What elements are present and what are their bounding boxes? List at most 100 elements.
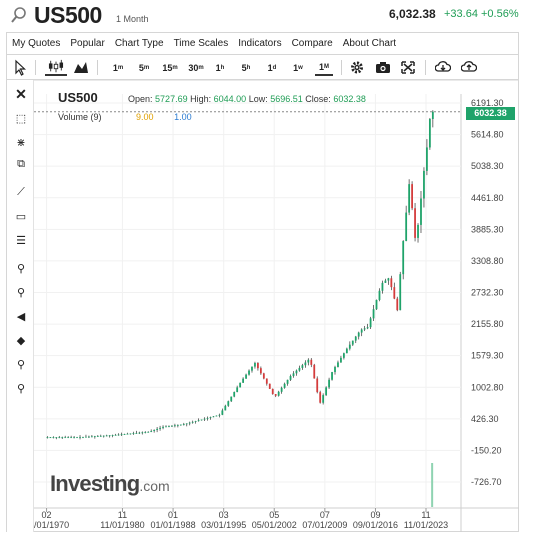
toolbar-divider bbox=[425, 60, 426, 75]
trend-line-icon[interactable]: ⟋ bbox=[17, 185, 25, 198]
price-plot bbox=[34, 110, 461, 507]
candle-body bbox=[209, 417, 212, 418]
menu-time-scales[interactable]: Time Scales bbox=[173, 38, 229, 49]
timeframe-label: 1 bbox=[112, 62, 118, 73]
timeframe-30m[interactable]: 30 m bbox=[187, 59, 205, 76]
candle-body bbox=[239, 382, 242, 388]
close-label: Close: bbox=[305, 94, 331, 104]
timeframe-label: 1 bbox=[215, 62, 221, 73]
candle-body bbox=[417, 224, 419, 238]
candle-body bbox=[165, 426, 167, 428]
fullscreen-icon[interactable] bbox=[401, 59, 415, 76]
candle-body bbox=[420, 198, 422, 225]
candle-body bbox=[316, 378, 319, 393]
chart-canvas[interactable]: 6191.30 5614.80 5038.30 4461.80 3885.30 3308.… bbox=[34, 80, 519, 532]
candle-body bbox=[67, 437, 70, 439]
candle-body bbox=[348, 344, 351, 349]
candle-body bbox=[289, 376, 292, 380]
menu-chart-type[interactable]: Chart Type bbox=[114, 38, 164, 49]
candle-body bbox=[117, 434, 120, 436]
candle-body bbox=[396, 298, 399, 311]
candlestick-chart-icon[interactable] bbox=[45, 59, 67, 76]
fibonacci-icon[interactable]: ☰ bbox=[16, 234, 26, 247]
y-tick-label: 3308.80 bbox=[471, 256, 504, 266]
candle-body bbox=[310, 359, 313, 365]
menu-my-quotes[interactable]: My Quotes bbox=[12, 38, 61, 49]
candle-body bbox=[203, 418, 206, 420]
zoom-out-icon[interactable]: ⚲ bbox=[16, 286, 26, 299]
candle-body bbox=[227, 401, 230, 406]
close-value: 6032.38 bbox=[333, 94, 366, 104]
candle-body bbox=[76, 437, 78, 439]
candle-body bbox=[268, 383, 271, 389]
volume-readout: Volume (9) 9.00 1.00 bbox=[58, 112, 192, 122]
layers-icon[interactable]: ⧉ bbox=[17, 157, 25, 170]
x-tick-label-bottom: 11/01/2023 bbox=[404, 520, 448, 530]
scroll-left-icon[interactable]: ◀ bbox=[16, 310, 26, 323]
timeframe-unit: d bbox=[272, 64, 277, 71]
candle-body bbox=[64, 437, 67, 439]
cursor-icon[interactable] bbox=[13, 59, 27, 76]
menu-popular[interactable]: Popular bbox=[70, 38, 105, 49]
y-tick-label: -150.20 bbox=[471, 445, 502, 455]
x-tick-label-top: 07 bbox=[320, 510, 330, 520]
candle-body bbox=[393, 287, 396, 299]
cloud-download-icon[interactable] bbox=[435, 59, 451, 76]
x-tick-label-bottom: 05/01/2002 bbox=[252, 520, 297, 530]
candle-body bbox=[138, 432, 141, 434]
candle-body bbox=[390, 278, 393, 288]
menu-about-chart[interactable]: About Chart bbox=[342, 38, 397, 49]
candle-body bbox=[144, 432, 147, 433]
open-value: 5727.69 bbox=[155, 94, 188, 104]
toolbar-divider bbox=[35, 60, 36, 75]
price-chart[interactable]: 6191.30 5614.80 5038.30 4461.80 3885.30 3308.… bbox=[34, 80, 519, 532]
x-tick-label-top: 05 bbox=[269, 510, 279, 520]
clear-drawings-icon[interactable]: ⬚ bbox=[15, 112, 27, 125]
x-tick-label-top: 11 bbox=[118, 510, 127, 520]
cloud-upload-icon[interactable] bbox=[461, 59, 477, 76]
candle-body bbox=[96, 436, 99, 437]
candle-body bbox=[82, 436, 84, 438]
candle-body bbox=[257, 362, 259, 369]
candle-body bbox=[277, 391, 280, 396]
candle-body bbox=[313, 364, 316, 379]
x-tick-label-top: 09 bbox=[370, 510, 380, 520]
timeframe-label: 15 bbox=[162, 62, 173, 73]
y-tick-label: 426.30 bbox=[471, 414, 499, 424]
scroll-right-icon[interactable]: ◆ bbox=[16, 334, 26, 347]
watermark-brand: Investing bbox=[50, 471, 140, 496]
timeframe-unit: w bbox=[298, 64, 303, 71]
search-icon[interactable] bbox=[10, 6, 28, 24]
menu-compare[interactable]: Compare bbox=[291, 38, 333, 49]
candle-body bbox=[182, 424, 185, 425]
area-chart-icon[interactable] bbox=[73, 59, 89, 76]
rectangle-icon[interactable]: ▭ bbox=[15, 210, 27, 223]
zoom-in-icon[interactable]: ⚲ bbox=[16, 262, 26, 275]
magnet-icon[interactable]: ⋇ bbox=[16, 136, 26, 149]
candle-body bbox=[405, 212, 408, 242]
candle-body bbox=[423, 170, 425, 199]
candle-body bbox=[135, 432, 138, 434]
candle-body bbox=[372, 309, 375, 319]
reset-zoom-icon[interactable]: ⚲ bbox=[16, 382, 26, 395]
camera-icon[interactable] bbox=[375, 59, 391, 76]
y-axis: 6191.30 5614.80 5038.30 4461.80 3885.30 3308.… bbox=[471, 98, 504, 487]
y-tick-label: 6191.30 bbox=[471, 98, 504, 108]
candle-body bbox=[328, 379, 330, 388]
candle-body bbox=[280, 387, 283, 392]
gear-icon[interactable] bbox=[349, 59, 365, 76]
timeframe-unit: M bbox=[324, 63, 329, 70]
candle-body bbox=[159, 427, 161, 429]
close-icon[interactable]: ✕ bbox=[15, 85, 27, 102]
menu-indicators[interactable]: Indicators bbox=[238, 38, 282, 49]
candle-body bbox=[286, 379, 289, 384]
zoom-fit-icon[interactable]: ⚲ bbox=[16, 358, 26, 371]
timeframe-15m[interactable]: 15 m bbox=[161, 59, 179, 76]
